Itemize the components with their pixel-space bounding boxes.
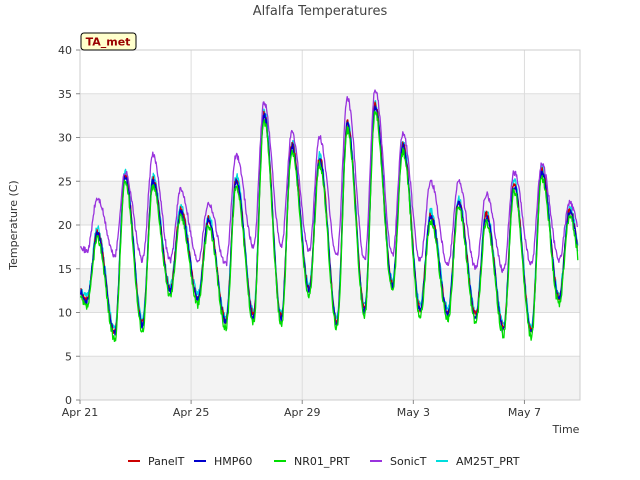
chart-title: Alfalfa Temperatures — [253, 4, 388, 19]
y-axis: 0 5 10 15 20 25 30 35 40 — [58, 44, 80, 407]
series-layer — [79, 89, 579, 343]
y-tick-label: 10 — [58, 307, 72, 320]
legend-label: PanelT — [148, 455, 185, 468]
y-tick-label: 5 — [65, 350, 72, 363]
legend: PanelT HMP60 NR01_PRT SonicT AM25T_PRT — [128, 455, 520, 468]
legend-label: SonicT — [390, 455, 427, 468]
legend-label: AM25T_PRT — [456, 455, 520, 468]
x-tick-label: Apr 21 — [62, 406, 99, 419]
legend-label: NR01_PRT — [294, 455, 350, 468]
y-tick-label: 30 — [58, 132, 72, 145]
badge-box — [80, 32, 137, 51]
x-tick-label: May 3 — [397, 406, 430, 419]
y-tick-label: 0 — [65, 394, 72, 407]
x-axis: Apr 21 Apr 25 Apr 29 May 3 May 7 — [62, 400, 541, 419]
x-axis-label: Time — [552, 423, 580, 436]
y-tick-label: 20 — [58, 219, 72, 232]
series-line-sonict — [80, 89, 579, 274]
x-tick-label: May 7 — [508, 406, 541, 419]
ta-met-badge: TA_met — [80, 32, 137, 51]
badge-label: TA_met — [86, 36, 131, 49]
y-axis-label: Temperature (C) — [7, 180, 20, 270]
y-tick-label: 35 — [58, 88, 72, 101]
plot-bands — [80, 93, 580, 400]
legend-label: HMP60 — [214, 455, 252, 468]
plot-band — [80, 93, 580, 138]
y-tick-label: 25 — [58, 175, 72, 188]
y-tick-label: 40 — [58, 44, 72, 57]
x-tick-label: Apr 29 — [284, 406, 321, 419]
series-line-nr01-prt — [79, 110, 579, 343]
x-tick-label: Apr 25 — [173, 406, 210, 419]
plot-band — [80, 356, 580, 400]
y-tick-label: 15 — [58, 263, 72, 276]
